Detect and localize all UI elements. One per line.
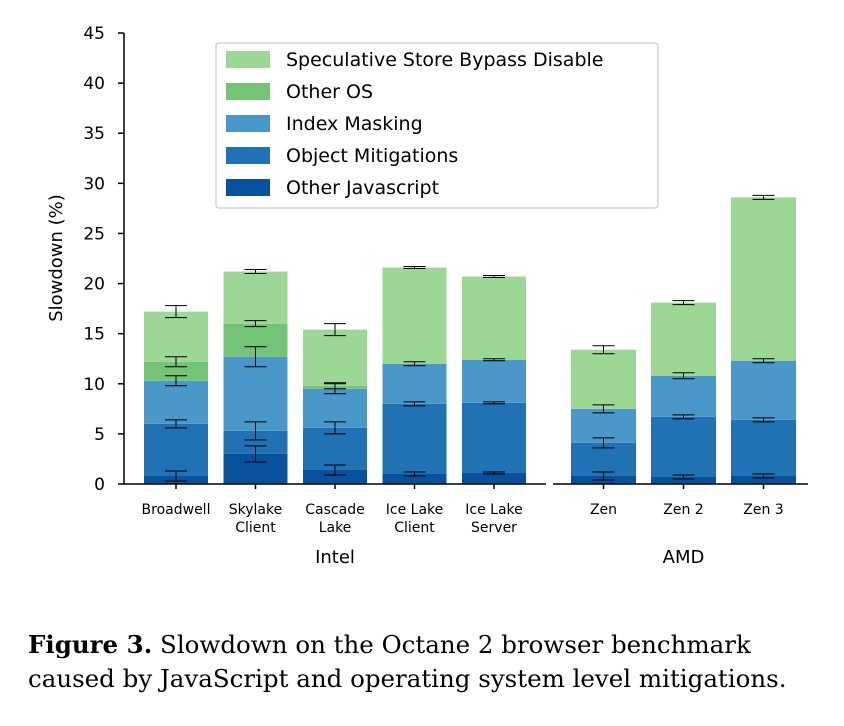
x-tick-label: Ice Lake	[465, 502, 523, 518]
bar-segment	[462, 276, 526, 360]
x-tick-label: Skylake	[229, 502, 282, 518]
legend-label: Speculative Store Bypass Disable	[286, 49, 603, 71]
x-tick-label: Broadwell	[142, 502, 211, 518]
y-tick-label: 40	[83, 74, 105, 94]
bars	[144, 197, 796, 484]
bar-segment	[223, 356, 288, 431]
bar-segment	[303, 388, 367, 428]
bar-segment	[462, 359, 526, 403]
legend-box	[215, 42, 659, 209]
x-tick-label: Ice Lake	[386, 502, 444, 518]
x-tick-label: Client	[394, 520, 435, 536]
legend-swatch	[226, 179, 270, 196]
x-tick-label: Lake	[319, 520, 352, 536]
y-tick-label: 35	[83, 124, 105, 144]
bar-segment	[144, 361, 208, 381]
bar-segment	[571, 408, 636, 443]
x-tick-label: Zen	[590, 502, 617, 518]
y-tick-label: 30	[83, 174, 105, 194]
y-tick-label: 0	[94, 475, 105, 495]
y-tick-label: 15	[83, 325, 105, 345]
legend-swatch	[226, 83, 270, 100]
x-tick-label: Client	[235, 520, 276, 536]
group-label: AMD	[663, 547, 705, 568]
y-tick-label: 45	[83, 24, 105, 44]
bar-segment	[223, 430, 288, 454]
bar-segment	[731, 419, 796, 476]
x-tick-label: Zen 3	[743, 502, 783, 518]
legend-label: Object Mitigations	[286, 145, 458, 167]
y-tick-label: 10	[83, 375, 105, 395]
bar-segment	[303, 469, 367, 484]
x-tick-label: Cascade	[305, 502, 364, 518]
bar-segment	[571, 349, 636, 409]
x-tick-label: Server	[471, 520, 517, 536]
legend-swatch	[226, 51, 270, 68]
bar-segment	[651, 476, 716, 484]
caption-text: Slowdown on the Octane 2 browser benchma…	[28, 630, 787, 693]
stacked-bar-chart: 0 5 10 15 20 25 30 35 40 45 Broadwell Skylake Clien…	[46, 24, 808, 568]
y-tick-label: 20	[83, 275, 105, 295]
bar-segment	[731, 197, 796, 361]
y-axis: 0 5 10 15 20 25 30 35 40 45	[83, 24, 125, 495]
legend: Speculative Store Bypass Disable Other OS…	[215, 42, 659, 209]
bar-segment	[731, 475, 796, 484]
bar-segment	[651, 375, 716, 417]
legend-swatch	[226, 115, 270, 132]
bar-segment	[382, 363, 447, 404]
x-tick-label: Zen 2	[663, 502, 703, 518]
bar-segment	[382, 403, 447, 474]
legend-label: Other OS	[286, 81, 373, 103]
bar-segment	[462, 402, 526, 473]
legend-label: Index Masking	[286, 113, 423, 135]
bar-segment	[303, 427, 367, 470]
figure-caption: Figure 3. Slowdown on the Octane 2 brows…	[28, 628, 828, 696]
bar-segment	[223, 271, 288, 324]
y-tick-label: 5	[94, 425, 105, 445]
bar-segment	[571, 442, 636, 476]
caption-label: Figure 3.	[28, 630, 153, 659]
x-axis: Broadwell Skylake Client Cascade Lake Ice Lak…	[124, 483, 808, 568]
bar-segment	[382, 473, 447, 484]
bar-segment	[462, 472, 526, 484]
y-tick-label: 25	[83, 224, 105, 244]
bar-segment	[144, 423, 208, 476]
legend-swatch	[226, 147, 270, 164]
y-axis-label: Slowdown (%)	[46, 194, 67, 322]
group-label: Intel	[315, 547, 355, 568]
bar-segment	[144, 311, 208, 362]
bar-segment	[382, 267, 447, 364]
bar-segment	[651, 302, 716, 376]
bar-segment	[731, 360, 796, 420]
legend-label: Other Javascript	[286, 177, 439, 199]
bar-segment	[651, 416, 716, 477]
error-bars	[165, 194, 775, 482]
bar-segment	[144, 380, 208, 424]
bar-segment	[303, 329, 367, 386]
